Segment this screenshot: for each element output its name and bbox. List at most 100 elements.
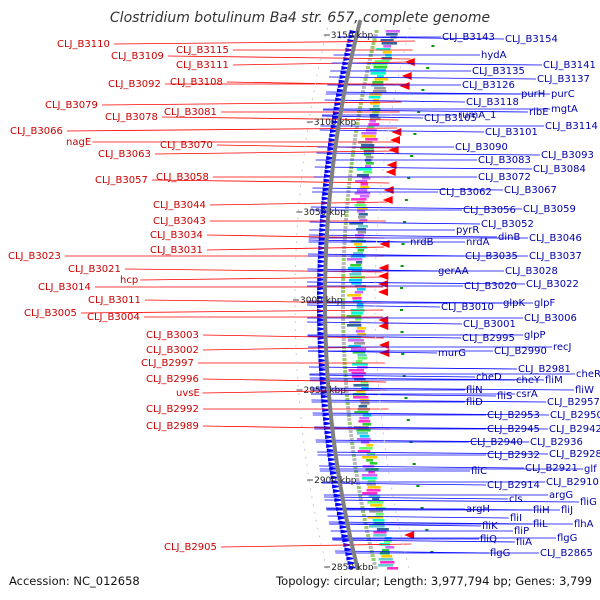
forward-gene-arrow [335, 502, 346, 507]
forward-gene-arrow [339, 525, 350, 529]
content-stripe [357, 231, 366, 234]
content-stripe [351, 348, 367, 351]
left-connector [144, 299, 384, 304]
gc-stripe [341, 326, 346, 329]
content-stripe [365, 138, 378, 141]
gene-label-right: glpP [524, 330, 546, 341]
gc-stripe [360, 506, 365, 509]
content-stripe [369, 510, 384, 513]
kbp-tick-label: 2950 kbp [304, 386, 347, 396]
forward-gene-arrow [319, 367, 329, 372]
content-stripe [354, 291, 364, 294]
content-stripe [356, 288, 366, 291]
rna-marker [401, 353, 405, 355]
gc-stripe [350, 154, 355, 157]
content-stripe [372, 90, 387, 93]
content-stripe [366, 489, 381, 492]
content-stripe [351, 198, 367, 201]
gc-stripe [341, 322, 346, 325]
content-stripe [348, 279, 363, 282]
gene-label-right: CLJ_B3154 [505, 34, 558, 45]
left-connector [202, 346, 385, 351]
rna-marker [421, 89, 425, 91]
left-connector [206, 246, 385, 251]
rna-marker [417, 111, 421, 113]
gene-label-right: mgtA [551, 104, 578, 115]
content-stripe [368, 96, 381, 99]
gene-label-right: CLJ_B3141 [543, 60, 596, 71]
content-stripe [362, 177, 371, 180]
gc-stripe [346, 194, 351, 197]
content-stripe [372, 81, 384, 84]
content-stripe [362, 456, 378, 459]
right-connector [319, 129, 485, 133]
right-connector [310, 206, 523, 210]
forward-gene-arrow [346, 43, 357, 48]
forward-gene-arrow [340, 70, 351, 75]
rna-marker [416, 485, 420, 487]
forward-gene-arrow [318, 354, 329, 358]
gc-stripe [341, 286, 346, 289]
content-stripe [367, 501, 384, 504]
gc-stripe [371, 42, 376, 45]
reverse-gene-arrow [385, 168, 396, 176]
forward-gene-arrow [320, 214, 331, 219]
right-connector [316, 152, 541, 156]
forward-gene-arrow [329, 133, 340, 138]
content-stripe [375, 513, 384, 516]
forward-gene-arrow [317, 331, 328, 336]
content-stripe [356, 306, 364, 309]
gene-label-left: CLJ_B3044 [153, 200, 206, 211]
gc-stripe [341, 310, 345, 313]
gene-label-right: nrdB [410, 237, 434, 248]
gc-stripe [348, 170, 353, 173]
gc-stripe [358, 106, 363, 109]
gc-stripe [352, 462, 357, 465]
content-stripe [357, 354, 367, 357]
rna-marker [400, 265, 404, 267]
content-stripe [381, 549, 390, 552]
left-connector [202, 425, 391, 430]
forward-gene-arrow [318, 358, 329, 363]
gc-stripe [356, 486, 361, 489]
gc-stripe [346, 186, 351, 189]
left-connector [66, 127, 398, 132]
gc-stripe [342, 362, 347, 365]
forward-gene-arrow [338, 79, 349, 84]
gc-stripe [349, 162, 354, 165]
gc-stripe [365, 70, 370, 73]
gc-stripe [364, 74, 369, 77]
gc-stripe [341, 262, 346, 265]
gc-stripe [357, 490, 362, 493]
gc-stripe [359, 98, 364, 101]
content-stripe [366, 453, 376, 456]
forward-gene-arrow [317, 282, 328, 286]
gc-stripe [342, 254, 346, 257]
gene-label-right: dinB [498, 232, 520, 243]
gene-label-right: glf [584, 464, 597, 475]
gene-label-right: fliI [510, 513, 522, 524]
gc-stripe [343, 230, 348, 233]
rna-marker [420, 507, 424, 509]
content-stripe [361, 135, 376, 138]
gene-label-right: CLJ_B3035 [465, 251, 518, 262]
content-stripe [378, 564, 394, 567]
content-stripe [380, 561, 395, 564]
gc-stripe [357, 110, 362, 113]
gc-stripe [342, 242, 347, 245]
gene-label-left: CLJ_B3003 [146, 330, 199, 341]
gc-stripe [341, 294, 345, 297]
content-stripe [356, 189, 367, 192]
content-stripe [365, 162, 374, 165]
forward-gene-arrow [340, 529, 351, 534]
gene-label-right: glpF [534, 298, 555, 309]
forward-gene-arrow [317, 318, 328, 322]
content-stripe [378, 558, 393, 561]
forward-gene-arrow [328, 457, 338, 462]
content-stripe [349, 273, 362, 276]
gene-label-right: CLJ_B2990 [494, 346, 547, 357]
content-stripe [381, 42, 398, 45]
gene-label-right: CLJ_B3143 [442, 32, 495, 43]
gene-label-right: fliQ [480, 534, 497, 545]
